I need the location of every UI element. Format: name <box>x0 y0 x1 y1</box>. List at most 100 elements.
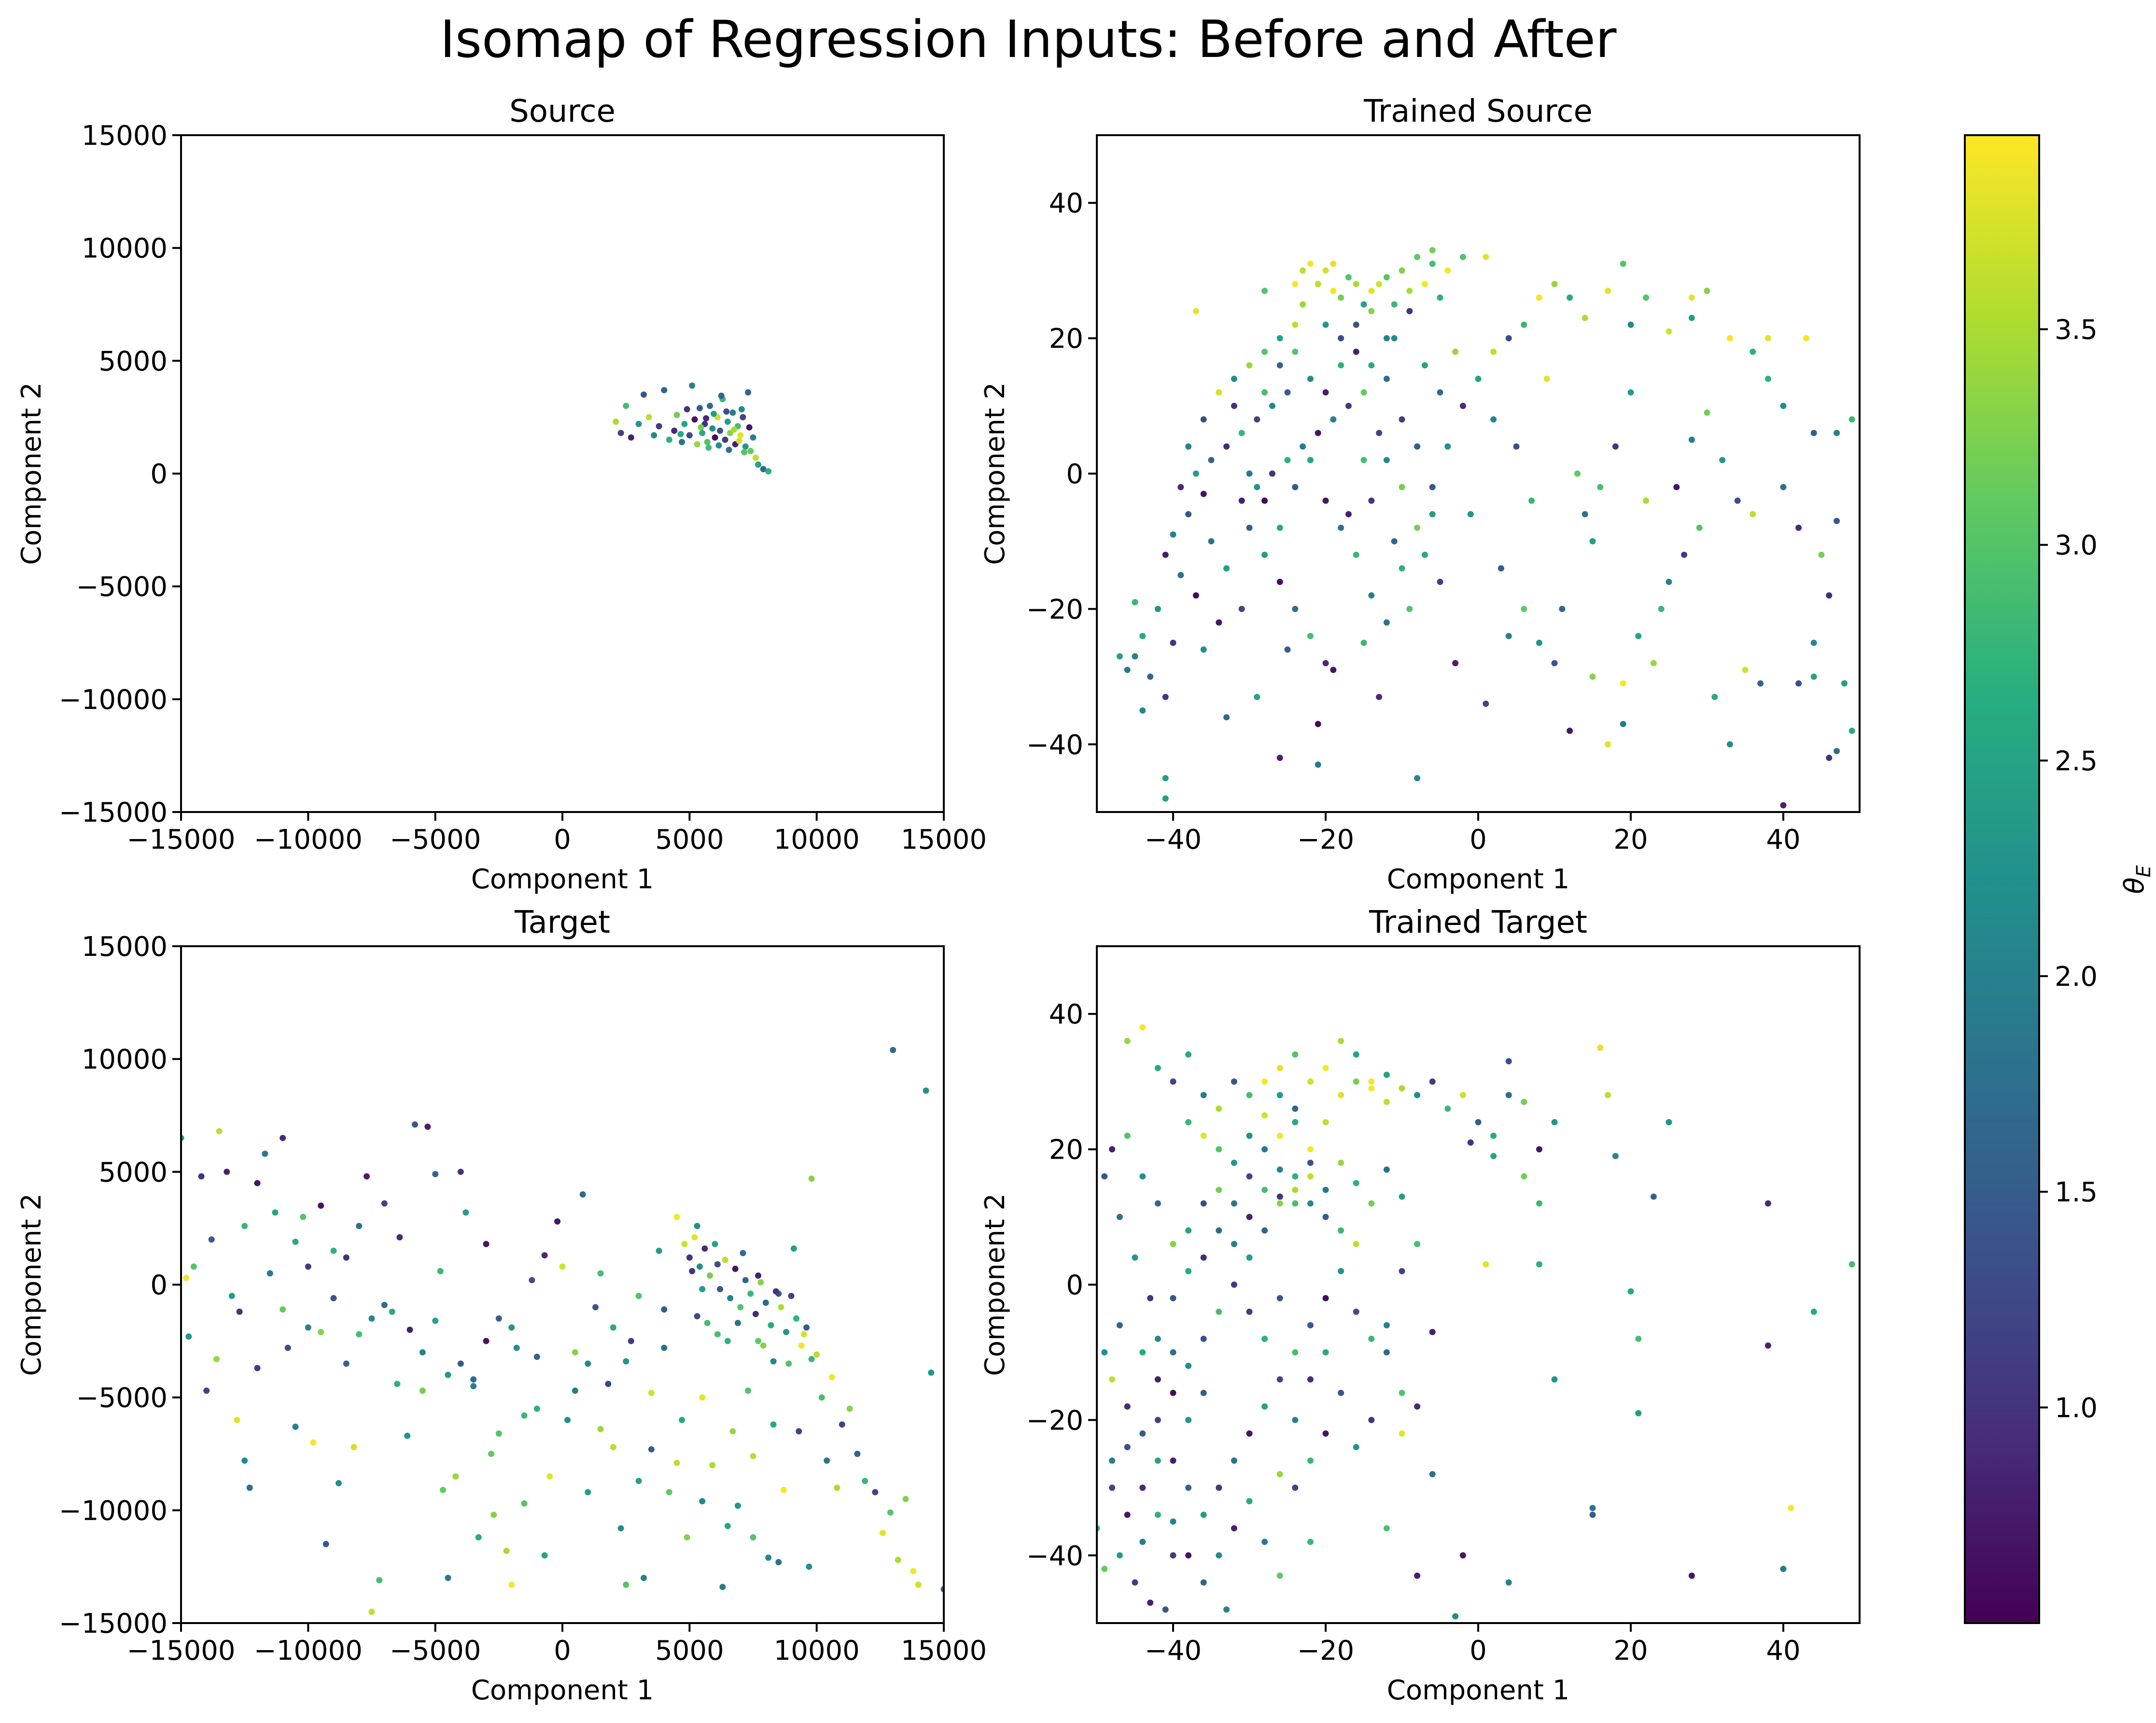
data-point <box>1292 322 1299 328</box>
data-point <box>1322 267 1329 274</box>
scatter-points <box>1116 247 1855 809</box>
colorbar-tick-label: 2.0 <box>2055 961 2098 993</box>
data-point <box>1505 335 1512 342</box>
data-point <box>521 1500 528 1507</box>
data-point <box>1834 518 1840 524</box>
data-point <box>1124 1133 1131 1139</box>
data-point <box>1589 1512 1596 1518</box>
data-point <box>597 1426 604 1432</box>
data-point <box>1101 1349 1108 1356</box>
data-point <box>1483 253 1489 260</box>
data-point <box>1322 1430 1329 1437</box>
data-point <box>1154 1416 1161 1423</box>
data-point <box>1383 457 1390 463</box>
data-point <box>284 1345 291 1351</box>
data-point <box>1376 280 1383 287</box>
data-point <box>915 1582 922 1588</box>
data-point <box>1452 660 1459 667</box>
data-point <box>1261 1187 1268 1193</box>
data-point <box>1490 416 1497 423</box>
data-point <box>1383 1071 1390 1078</box>
data-point <box>1261 1403 1268 1410</box>
data-point <box>1666 328 1672 335</box>
data-point <box>246 1485 253 1491</box>
data-point <box>1421 551 1428 558</box>
colorbar-label-subscript: E <box>2133 865 2155 878</box>
data-point <box>1300 301 1306 308</box>
data-point <box>828 1374 835 1381</box>
data-point <box>1177 572 1184 578</box>
data-point <box>734 1319 741 1326</box>
x-tick-label: 10000 <box>774 824 860 855</box>
data-point <box>1292 1106 1299 1112</box>
data-point <box>1688 1572 1695 1579</box>
data-point <box>1276 1166 1283 1173</box>
data-point <box>457 1360 464 1367</box>
data-point <box>727 1295 734 1302</box>
data-point <box>440 1486 446 1493</box>
x-tick-label: −10000 <box>254 1635 363 1667</box>
data-point <box>1353 1051 1359 1058</box>
data-point <box>788 1292 795 1299</box>
data-point <box>1124 1403 1131 1410</box>
data-point <box>521 1412 528 1419</box>
data-point <box>1200 1133 1207 1139</box>
data-point <box>673 1214 680 1220</box>
data-point <box>818 1394 825 1401</box>
data-point <box>1139 1024 1146 1031</box>
data-point <box>699 430 706 436</box>
data-point <box>322 1541 329 1547</box>
y-tick-label: 0 <box>1066 459 1083 490</box>
data-point <box>1414 443 1421 450</box>
data-point <box>1154 605 1161 612</box>
data-point <box>737 1304 744 1311</box>
data-point <box>224 1168 230 1175</box>
y-tick-label: −40 <box>1026 729 1083 761</box>
data-point <box>1132 599 1138 605</box>
data-point <box>1284 457 1291 463</box>
data-point <box>1147 1295 1154 1302</box>
colorbar-tick-label: 3.0 <box>2055 530 2098 561</box>
data-point <box>1261 1539 1268 1545</box>
data-point <box>1635 633 1642 639</box>
y-tick-label: −20 <box>1026 1405 1083 1436</box>
data-point <box>529 1277 535 1284</box>
data-point <box>495 1430 502 1437</box>
data-point <box>1109 1485 1116 1491</box>
data-point <box>1200 1389 1207 1396</box>
data-point <box>1147 673 1154 680</box>
data-point <box>1261 349 1268 355</box>
data-point <box>1757 680 1764 687</box>
data-point <box>1658 605 1665 612</box>
data-point <box>666 436 672 443</box>
y-tick-label: 0 <box>1066 1270 1083 1301</box>
data-point <box>798 1342 805 1349</box>
y-tick-label: −5000 <box>76 1383 168 1414</box>
data-point <box>1650 660 1657 667</box>
subplot-source: −15000 −10000 −5000 0 5000 10000 15000 −15000 −1… <box>16 94 987 895</box>
data-point <box>1292 1119 1299 1125</box>
data-point <box>1353 1078 1359 1085</box>
data-point <box>1429 260 1436 267</box>
y-tick-label: 5000 <box>98 1157 168 1188</box>
data-point <box>1185 1485 1192 1491</box>
data-point <box>696 405 703 411</box>
data-point <box>1246 1254 1253 1261</box>
data-point <box>1360 389 1367 396</box>
subplot-title: Target <box>514 905 610 940</box>
data-point <box>432 1317 439 1324</box>
data-point <box>1216 1106 1222 1112</box>
data-point <box>1437 294 1443 301</box>
data-point <box>1276 1193 1283 1200</box>
y-tick-label: 20 <box>1049 1135 1083 1166</box>
data-point <box>1338 1037 1344 1044</box>
axes-frame <box>180 134 945 813</box>
x-tick-label: −40 <box>1145 1635 1202 1667</box>
data-point <box>714 1261 721 1268</box>
data-point <box>1597 1044 1604 1051</box>
data-point <box>1132 653 1138 659</box>
data-point <box>381 1200 388 1207</box>
data-point <box>1574 470 1581 477</box>
data-point <box>559 1263 566 1270</box>
data-point <box>1688 294 1695 301</box>
